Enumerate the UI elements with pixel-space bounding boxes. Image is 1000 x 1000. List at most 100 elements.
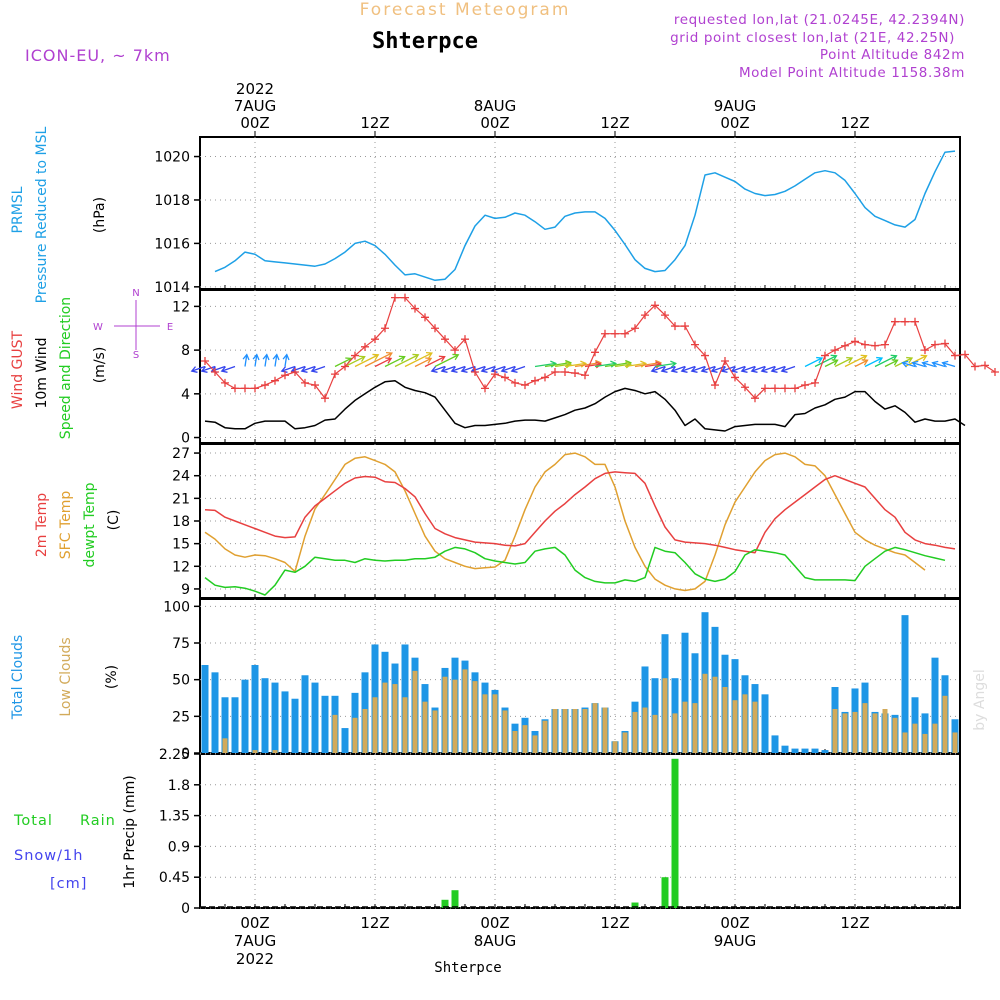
wind-direction-arrowhead <box>510 366 518 373</box>
wind-direction-arrow <box>544 362 571 368</box>
precip-cm-label: [cm] <box>50 876 87 892</box>
wind-direction-arrow <box>461 365 476 372</box>
wind-direction-arrowhead <box>931 360 939 368</box>
wind-direction-arrowhead <box>876 356 884 364</box>
low-clouds-bar <box>872 713 878 753</box>
total-clouds-bar <box>801 748 809 753</box>
wind-direction-arrow <box>681 365 696 372</box>
wind-direction-arrowhead <box>438 355 446 362</box>
rain-bar <box>451 890 459 908</box>
wind-gust-point <box>621 329 629 338</box>
wind-gust-point <box>321 394 329 403</box>
wind-gust-point <box>301 378 309 387</box>
wind-gust-point <box>291 367 299 376</box>
wind-gust-point <box>681 322 689 331</box>
location-name: Shterpce <box>372 29 478 54</box>
wind-gust-point <box>971 362 979 371</box>
precip-frame <box>199 753 961 909</box>
wind-direction-arrowhead <box>650 366 658 373</box>
time-label-top: 12Z <box>360 114 389 132</box>
wind-gust-point <box>861 340 869 349</box>
wind-direction-arrowhead <box>860 354 868 362</box>
temp-sfc-line <box>204 452 926 592</box>
wind-gust-point <box>591 348 599 357</box>
wind-direction-arrow <box>374 357 392 368</box>
grid-point-coords: grid point closest lon,lat (21E, 42.25N) <box>670 30 955 46</box>
wind-gust-point <box>891 317 899 326</box>
temp-tick-label: 9 <box>181 582 190 598</box>
time-label-bottom: 00Z <box>480 914 509 932</box>
wind-direction-arrow <box>634 362 661 368</box>
compass-n: N <box>132 288 139 299</box>
time-label-top: 2022 <box>236 80 274 98</box>
wind-gust-point <box>201 357 209 366</box>
footer-location: Shterpce <box>434 960 501 976</box>
wind-gust-point <box>921 346 929 355</box>
low-clouds-bar <box>252 750 258 753</box>
wind-gust-point <box>691 340 699 349</box>
wind-direction-arrow <box>574 362 601 368</box>
time-label-top: 00Z <box>480 114 509 132</box>
wind-direction-arrow <box>691 365 706 372</box>
wind-direction-arrow <box>404 352 433 368</box>
wind-direction-arrow <box>804 357 823 368</box>
wind-gust-point <box>601 329 609 338</box>
wind-10m-label: 10m Wind <box>34 337 50 408</box>
low-clouds-bar <box>272 750 278 753</box>
low-clouds-bar <box>882 709 888 753</box>
wind-direction-arrowhead <box>921 360 929 368</box>
temp-tick-label: 12 <box>172 559 190 575</box>
pressure-unit: (hPa) <box>92 197 108 233</box>
wind-gust-point <box>481 384 489 393</box>
low-clouds-bar <box>642 707 648 753</box>
total-clouds-bar <box>821 750 829 753</box>
wind-gust-point <box>261 381 269 390</box>
wind-direction-arrow <box>274 354 278 367</box>
wind-direction-arrow <box>834 357 853 368</box>
wind-direction-arrow <box>191 365 206 372</box>
precip-tick-label: 0 <box>181 901 190 917</box>
pressure-tick-label: 1016 <box>154 236 190 252</box>
wind-direction-arrowhead <box>310 366 318 373</box>
wind-tick-label: 4 <box>181 387 190 403</box>
wind-direction-arrow <box>594 362 616 368</box>
wind-direction-arrow <box>844 355 867 368</box>
wind-gust-point <box>271 376 279 385</box>
low-clouds-bar <box>752 701 758 753</box>
wind-direction-arrow <box>334 357 352 368</box>
pressure-tick-label: 1014 <box>154 280 190 296</box>
low-clouds-bar <box>522 725 528 753</box>
wind-gust-point <box>281 371 289 380</box>
wind-gust-point <box>701 351 709 360</box>
wind-direction-arrowhead <box>200 366 208 373</box>
clouds-unit: (%) <box>104 665 120 689</box>
wind-gust-point <box>801 381 809 390</box>
low-clouds-bar <box>602 707 608 753</box>
wind-gust-point <box>551 367 559 376</box>
low-clouds-bar <box>432 710 438 753</box>
precip-tick-label: 2.25 <box>159 747 190 763</box>
wind-direction-arrow <box>264 354 268 367</box>
low-clouds-bar <box>892 717 898 753</box>
pressure-label-prmsl: PRMSL <box>10 186 26 233</box>
compass-s: S <box>133 350 139 361</box>
low-clouds-bar <box>712 676 718 753</box>
clouds-tick-label: 0 <box>181 746 190 762</box>
total-clouds-bar <box>901 615 909 753</box>
wind-direction-arrow <box>654 362 676 368</box>
low-clouds-bar <box>512 731 518 753</box>
low-clouds-bar <box>902 732 908 753</box>
wind-direction-arrow <box>481 365 496 372</box>
wind-direction-arrow <box>281 365 296 372</box>
wind-gust-point <box>991 367 999 376</box>
wind-gust-point <box>741 383 749 392</box>
low-clouds-bar <box>572 709 578 753</box>
wind-gust-point <box>371 335 379 344</box>
wind-direction-arrowhead <box>450 366 458 373</box>
wind-direction-arrowhead <box>300 366 308 373</box>
time-label-top: 12Z <box>600 114 629 132</box>
wind-gust-point <box>761 384 769 393</box>
wind-direction-arrow <box>912 362 926 368</box>
wind-direction-arrow <box>201 365 216 372</box>
wind-direction-arrowhead <box>452 353 460 361</box>
